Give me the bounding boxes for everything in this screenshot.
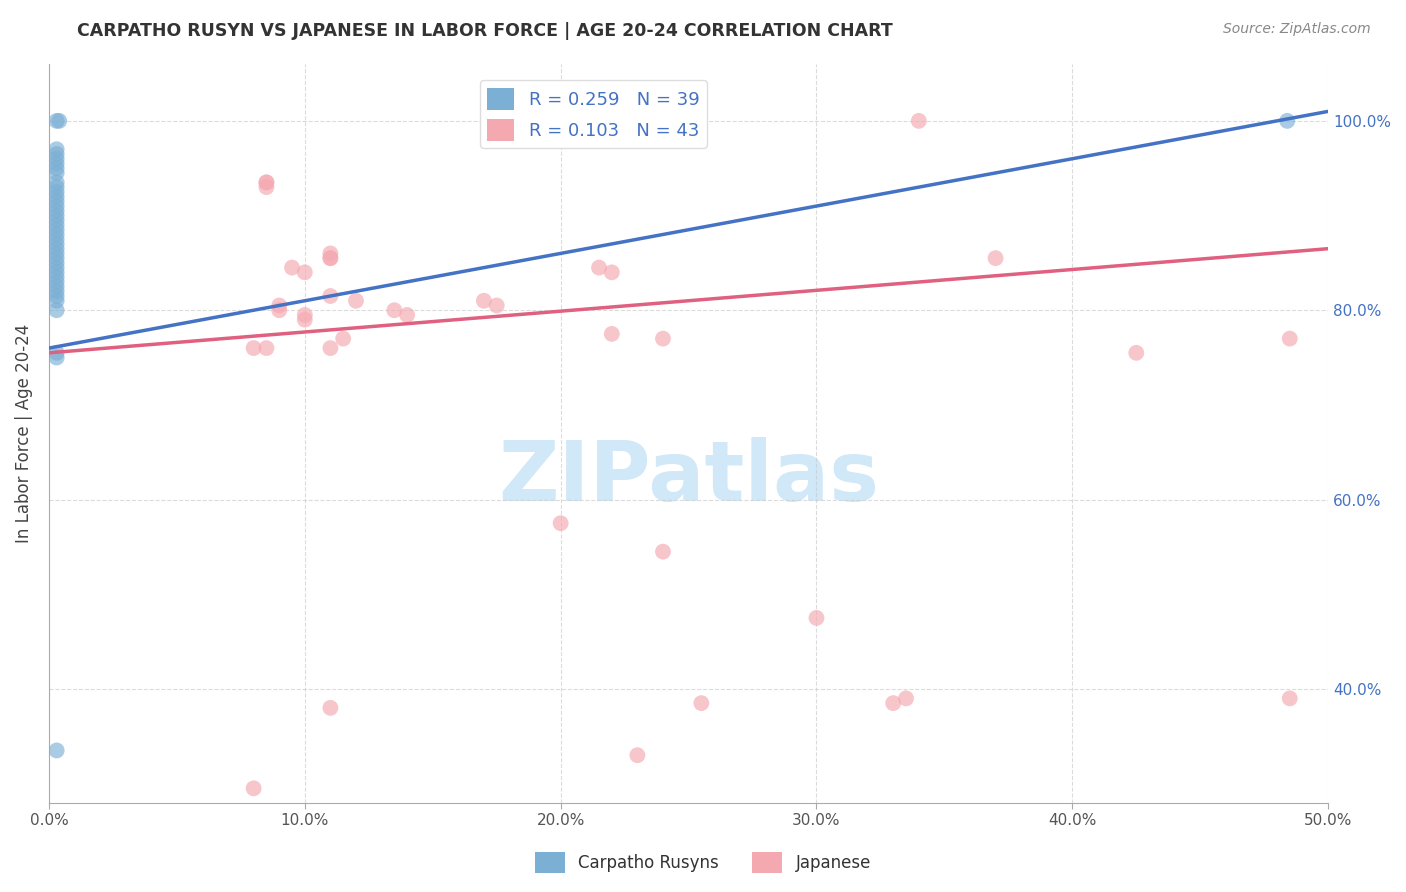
Point <box>45 194 67 209</box>
Point <box>332 332 354 346</box>
Point <box>550 113 572 128</box>
Point <box>600 326 623 341</box>
Point <box>1125 346 1147 360</box>
Point <box>269 303 291 318</box>
Point <box>45 246 67 260</box>
Point <box>45 185 67 199</box>
Point <box>45 147 67 161</box>
Point <box>45 285 67 299</box>
Point <box>907 113 929 128</box>
Point <box>45 260 67 275</box>
Point <box>294 308 316 322</box>
Point <box>45 236 67 251</box>
Point <box>344 293 367 308</box>
Point <box>550 516 572 531</box>
Point <box>45 113 67 128</box>
Point <box>45 293 67 308</box>
Point <box>45 175 67 189</box>
Y-axis label: In Labor Force | Age 20-24: In Labor Force | Age 20-24 <box>15 324 32 543</box>
Point <box>485 298 508 312</box>
Point <box>294 265 316 279</box>
Point <box>382 303 405 318</box>
Point <box>254 180 277 194</box>
Point <box>319 251 342 265</box>
Text: CARPATHO RUSYN VS JAPANESE IN LABOR FORCE | AGE 20-24 CORRELATION CHART: CARPATHO RUSYN VS JAPANESE IN LABOR FORC… <box>77 22 893 40</box>
Point <box>319 246 342 260</box>
Point <box>652 332 675 346</box>
Point <box>45 213 67 227</box>
Point <box>1278 691 1301 706</box>
Point <box>319 341 342 355</box>
Point <box>45 289 67 303</box>
Point <box>45 203 67 218</box>
Legend: R = 0.259   N = 39, R = 0.103   N = 43: R = 0.259 N = 39, R = 0.103 N = 43 <box>479 80 707 148</box>
Point <box>45 256 67 270</box>
Point <box>45 218 67 232</box>
Point <box>254 341 277 355</box>
Point <box>984 251 1007 265</box>
Legend: Carpatho Rusyns, Japanese: Carpatho Rusyns, Japanese <box>529 846 877 880</box>
Text: Source: ZipAtlas.com: Source: ZipAtlas.com <box>1223 22 1371 37</box>
Point <box>588 260 610 275</box>
Point <box>45 251 67 265</box>
Point <box>45 189 67 203</box>
Point <box>690 696 713 710</box>
Point <box>45 279 67 293</box>
Point <box>524 113 547 128</box>
Point <box>45 743 67 757</box>
Point <box>45 303 67 318</box>
Point <box>652 544 675 558</box>
Point <box>600 265 623 279</box>
Point <box>1278 332 1301 346</box>
Point <box>45 351 67 365</box>
Point <box>626 748 648 763</box>
Point <box>45 161 67 176</box>
Point <box>472 293 495 308</box>
Point <box>319 251 342 265</box>
Point <box>45 166 67 180</box>
Point <box>882 696 904 710</box>
Point <box>45 232 67 246</box>
Point <box>45 142 67 156</box>
Point <box>45 152 67 166</box>
Point <box>48 113 70 128</box>
Point <box>45 156 67 170</box>
Point <box>45 265 67 279</box>
Point <box>294 312 316 326</box>
Point <box>45 209 67 223</box>
Point <box>281 260 304 275</box>
Point <box>1277 113 1299 128</box>
Point <box>254 175 277 189</box>
Point <box>45 180 67 194</box>
Point <box>45 242 67 256</box>
Point <box>45 275 67 289</box>
Text: ZIPatlas: ZIPatlas <box>498 437 879 518</box>
Point <box>269 298 291 312</box>
Point <box>45 227 67 242</box>
Point <box>45 346 67 360</box>
Point <box>45 199 67 213</box>
Point <box>45 270 67 285</box>
Point <box>319 701 342 715</box>
Point <box>396 308 419 322</box>
Point <box>242 341 264 355</box>
Point <box>319 289 342 303</box>
Point <box>45 223 67 237</box>
Point <box>242 781 264 796</box>
Point <box>806 611 828 625</box>
Point <box>894 691 917 706</box>
Point <box>254 175 277 189</box>
